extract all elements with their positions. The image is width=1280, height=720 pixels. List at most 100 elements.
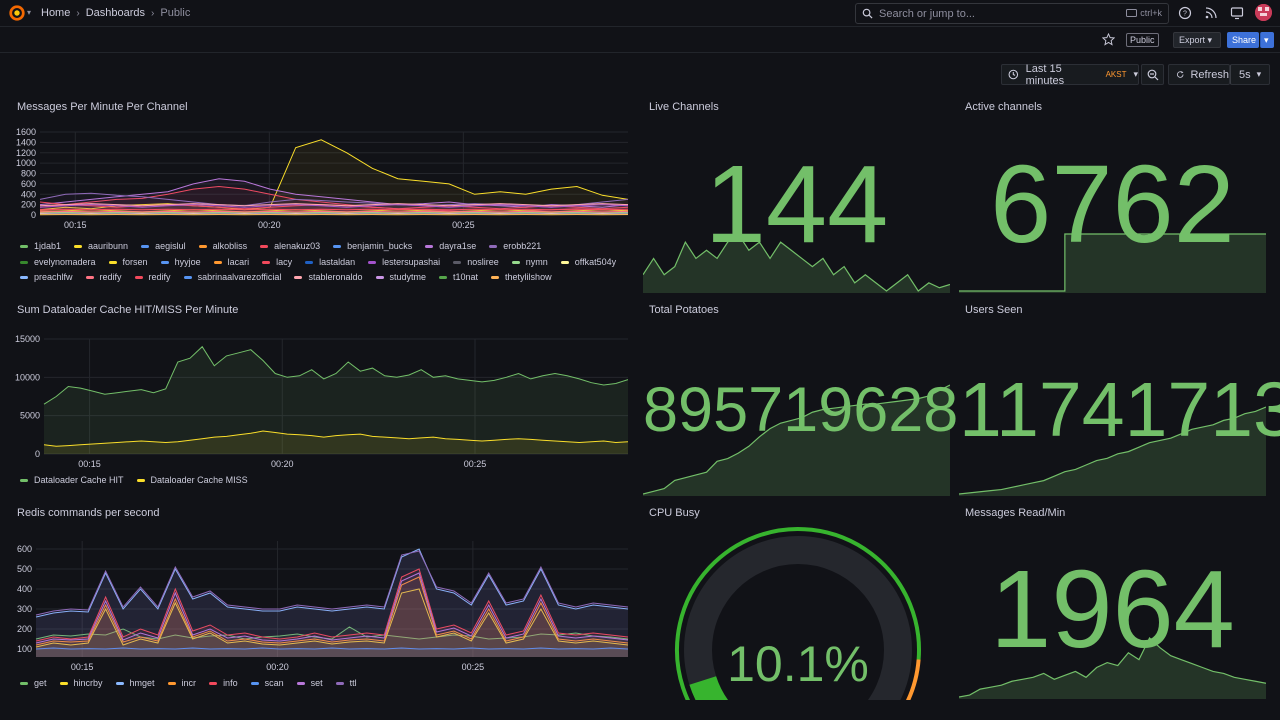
legend-label: ttl	[349, 678, 357, 688]
panel-title-msgread[interactable]: Messages Read/Min	[965, 507, 1066, 519]
legend-item[interactable]: nymn	[511, 255, 548, 271]
cache-chart[interactable]: 0 5000 10000 15000 00:15 00:20 00:25	[10, 332, 630, 474]
legend-item[interactable]: thetylilshow	[491, 270, 552, 286]
legend-swatch	[560, 260, 569, 264]
sparkline-area	[959, 234, 1266, 293]
total-potatoes-sparkline	[643, 384, 950, 496]
legend-item[interactable]: nosliree	[453, 255, 499, 271]
legend-label: lastaldan	[319, 256, 356, 267]
legend-item[interactable]: Dataloader Cache MISS	[136, 473, 248, 489]
series-line[interactable]	[39, 139, 629, 211]
series-line[interactable]	[35, 588, 629, 648]
rss-news-icon[interactable]	[1204, 6, 1218, 20]
breadcrumb-dashboards[interactable]: Dashboards	[85, 7, 146, 19]
refresh-interval-picker[interactable]: 5s ▾	[1230, 64, 1270, 85]
legend-item[interactable]: 1jdab1	[20, 239, 61, 255]
series-line[interactable]	[39, 208, 629, 211]
x-tick-label: 00:20	[266, 662, 289, 672]
series-line[interactable]	[35, 576, 629, 646]
legend-item[interactable]: incr	[167, 676, 196, 692]
series-line[interactable]	[39, 203, 629, 207]
legend-item[interactable]: aauribunn	[74, 239, 128, 255]
panel-title-redis[interactable]: Redis commands per second	[17, 507, 160, 519]
series-line[interactable]	[35, 550, 629, 616]
zoom-out-button[interactable]	[1141, 64, 1164, 85]
share-button[interactable]: Share	[1227, 32, 1259, 48]
public-badge: Public	[1126, 33, 1159, 47]
user-avatar[interactable]	[1255, 4, 1272, 21]
x-tick-label: 00:25	[452, 220, 475, 228]
legend-item[interactable]: get	[20, 676, 47, 692]
legend-item[interactable]: hincrby	[59, 676, 103, 692]
refresh-button[interactable]: Refresh	[1168, 64, 1230, 85]
sparkline-area	[643, 234, 950, 293]
clock-icon	[1008, 69, 1019, 80]
legend-item[interactable]: hyyjoe	[160, 255, 201, 271]
legend-item[interactable]: alkobliss	[198, 239, 247, 255]
legend-item[interactable]: lastaldan	[305, 255, 355, 271]
legend-item[interactable]: erobb221	[489, 239, 541, 255]
legend-swatch	[305, 260, 314, 264]
menu-caret-icon[interactable]: ▾	[27, 8, 32, 17]
monitor-icon[interactable]	[1230, 6, 1244, 20]
legend-item[interactable]: t10nat	[439, 270, 478, 286]
star-icon[interactable]	[1102, 33, 1115, 46]
legend-item[interactable]: hmget	[115, 676, 155, 692]
panel-title-active[interactable]: Active channels	[965, 101, 1043, 113]
breadcrumb-home[interactable]: Home	[41, 7, 71, 19]
series-line[interactable]	[43, 345, 629, 405]
legend-item[interactable]: offkat504y	[560, 255, 616, 271]
series-line[interactable]	[39, 204, 629, 208]
legend-item[interactable]: alenakuz03	[260, 239, 320, 255]
legend-item[interactable]: forsen	[108, 255, 148, 271]
series-line[interactable]	[43, 430, 629, 447]
help-icon[interactable]: ?	[1178, 6, 1192, 20]
panel-title-messages[interactable]: Messages Per Minute Per Channel	[17, 101, 188, 113]
legend-item[interactable]: redify	[134, 270, 171, 286]
legend-label: stableronaldo	[308, 272, 363, 282]
legend-item[interactable]: stableronaldo	[294, 270, 363, 286]
legend-item[interactable]: evelynomadera	[20, 255, 96, 271]
redis-chart[interactable]: 100 200 300 400 500 600 00:15 00:20 00:25	[10, 537, 630, 677]
legend-item[interactable]: ttl	[335, 676, 357, 692]
refresh-interval-label: 5s	[1239, 68, 1251, 81]
legend-item[interactable]: benjamin_bucks	[333, 239, 412, 255]
grafana-logo-icon[interactable]	[8, 4, 26, 22]
redis-legend: get hincrby hmget incr info scan set ttl	[20, 676, 625, 692]
legend-item[interactable]: lacy	[262, 255, 292, 271]
series-line[interactable]	[35, 572, 629, 644]
series-line[interactable]	[39, 212, 629, 215]
legend-swatch	[167, 682, 176, 686]
legend-label: set	[310, 678, 323, 688]
series-line[interactable]	[35, 548, 629, 618]
legend-item[interactable]: set	[296, 676, 323, 692]
panel-title-cache[interactable]: Sum Dataloader Cache HIT/MISS Per Minute	[17, 304, 239, 316]
legend-item[interactable]: aegislul	[141, 239, 186, 255]
legend-item[interactable]: lestersupashai	[368, 255, 440, 271]
panel-title-potatoes[interactable]: Total Potatoes	[649, 304, 719, 316]
gauge-track	[684, 536, 912, 700]
series-line[interactable]	[35, 568, 629, 642]
legend-item[interactable]: dayra1se	[425, 239, 476, 255]
legend-item[interactable]: studytme	[375, 270, 426, 286]
export-button[interactable]: Export ▾	[1173, 32, 1221, 48]
series-line[interactable]	[39, 210, 629, 213]
legend-item[interactable]: scan	[250, 676, 284, 692]
legend-item[interactable]: sabrinaalvarezofficial	[183, 270, 281, 286]
share-dropdown-button[interactable]: ▾	[1260, 32, 1274, 48]
panel-title-cpu[interactable]: CPU Busy	[649, 507, 700, 519]
search-input[interactable]: Search or jump to... ctrl+k	[855, 3, 1169, 24]
series-line[interactable]	[35, 647, 629, 650]
series-line[interactable]	[39, 211, 629, 214]
legend-item[interactable]: preachlfw	[20, 270, 73, 286]
legend-item[interactable]: lacari	[213, 255, 249, 271]
series-line[interactable]	[35, 626, 629, 640]
legend-label: evelynomadera	[34, 256, 96, 267]
legend-item[interactable]: redify	[85, 270, 122, 286]
panel-title-users[interactable]: Users Seen	[965, 304, 1023, 316]
time-range-picker[interactable]: Last 15 minutes AKST ▾	[1001, 63, 1139, 87]
legend-item[interactable]: Dataloader Cache HIT	[20, 473, 124, 489]
panel-title-live[interactable]: Live Channels	[649, 101, 719, 113]
legend-item[interactable]: info	[209, 676, 238, 692]
